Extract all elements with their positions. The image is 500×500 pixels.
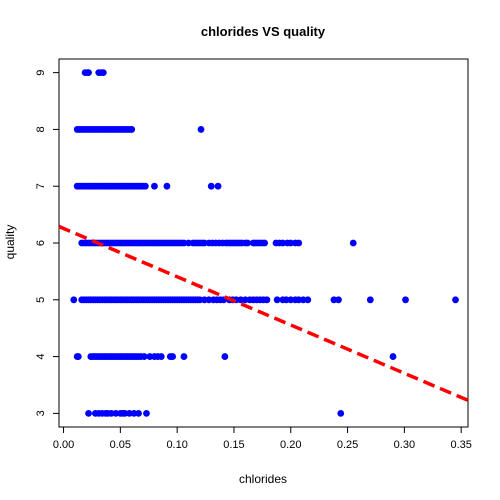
data-point (335, 296, 342, 304)
x-tick-label: 0.25 (337, 439, 358, 451)
x-axis-label: chlorides (239, 472, 287, 486)
data-point (141, 182, 149, 190)
data-point (197, 126, 205, 133)
x-tick-label: 0.00 (53, 439, 74, 451)
y-tick-label: 7 (35, 183, 47, 189)
x-tick-label: 0.05 (110, 439, 131, 451)
data-point (263, 296, 271, 304)
y-tick-label: 4 (35, 354, 47, 360)
data-point (85, 409, 92, 417)
data-point (163, 182, 171, 190)
data-point (295, 239, 303, 247)
data-point (180, 353, 188, 360)
data-point (304, 296, 312, 304)
data-point (214, 182, 222, 190)
x-tick-label: 0.35 (450, 439, 471, 451)
x-tick-label: 0.30 (394, 439, 415, 451)
x-tick-label: 0.10 (166, 439, 187, 451)
data-point (128, 126, 136, 133)
data-point (151, 182, 158, 190)
data-point (135, 409, 142, 417)
data-point (99, 69, 107, 77)
y-tick-label: 6 (35, 240, 47, 246)
fit-layer (58, 224, 469, 402)
y-tick-label: 9 (35, 70, 47, 76)
y-tick-label: 3 (35, 410, 47, 416)
x-tick-label: 0.20 (280, 439, 301, 451)
data-point (402, 296, 409, 304)
data-point (337, 409, 345, 417)
data-point (74, 353, 82, 360)
data-point (140, 353, 148, 360)
data-point (389, 353, 397, 360)
data-point (143, 409, 150, 417)
data-point (157, 353, 165, 360)
chart-title: chlorides VS quality (201, 24, 326, 39)
data-point (85, 69, 92, 77)
y-tick-label: 8 (35, 126, 47, 132)
data-point (169, 353, 177, 360)
y-tick-label: 5 (35, 297, 47, 303)
data-point (366, 296, 374, 304)
y-axis-label: quality (3, 225, 17, 260)
data-point (452, 296, 459, 304)
data-point (349, 239, 357, 247)
axes: 0.00 0.05 0.10 0.15 0.20 0.25 0.30 0.35 3 4 5 6 7 8 9 (35, 58, 472, 451)
x-tick-label: 0.15 (223, 439, 244, 451)
data-point (207, 182, 215, 190)
data-point (261, 239, 269, 247)
data-point (244, 239, 251, 247)
data-point (273, 296, 281, 304)
regression-line (58, 224, 469, 402)
points-layer (70, 69, 459, 417)
data-point (70, 296, 78, 304)
data-point (221, 353, 229, 360)
